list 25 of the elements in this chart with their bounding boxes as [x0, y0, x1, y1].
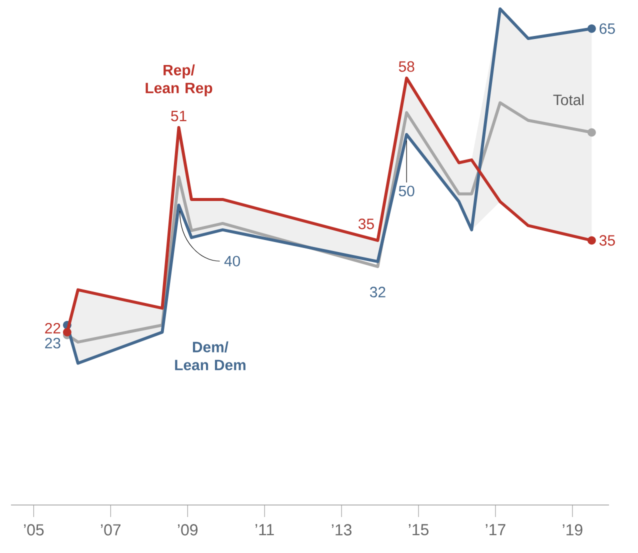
x-tick-label: ’05 [24, 524, 44, 536]
x-tick-label: ’09 [178, 524, 198, 536]
x-tick-label: ’07 [101, 524, 120, 536]
data-label: 65 [600, 23, 615, 34]
data-label: 40 [224, 256, 240, 266]
point [587, 24, 596, 33]
x-tick-label: ’11 [256, 524, 274, 536]
x-tick-label: ’15 [408, 524, 428, 536]
data-label: 32 [370, 286, 386, 298]
x-tick-label: ’17 [486, 524, 506, 536]
data-label: 22 [45, 322, 60, 334]
data-label: 51 [171, 110, 186, 122]
data-label: 58 [398, 61, 414, 72]
data-label: 50 [398, 186, 414, 196]
series-label: Total [553, 94, 584, 106]
x-tick-label: ’13 [332, 524, 352, 536]
series-label: Dem/ Lean Dem [175, 341, 246, 370]
text: Rep/ Lean Rep [146, 64, 212, 96]
data-label: 35 [358, 218, 374, 230]
data-label: 23 [45, 338, 60, 348]
point [62, 328, 72, 336]
point [587, 236, 596, 245]
data-label: 35 [599, 235, 615, 246]
x-tick-label: ’19 [562, 524, 582, 536]
point [587, 128, 596, 137]
